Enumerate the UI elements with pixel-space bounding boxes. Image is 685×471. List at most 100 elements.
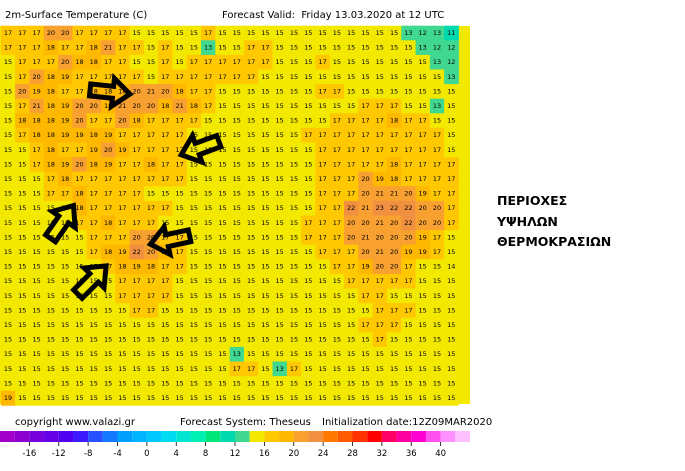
temperature-value: 15 <box>161 321 169 329</box>
temperature-value: 15 <box>233 44 241 52</box>
temperature-cell <box>201 113 216 129</box>
temperature-value: 15 <box>190 277 198 285</box>
temperature-value: 17 <box>318 248 326 256</box>
temperature-value: 15 <box>447 131 455 139</box>
temperature-cell <box>401 259 416 275</box>
temperature-value: 13 <box>433 102 441 110</box>
temperature-value: 15 <box>218 263 226 271</box>
temperature-cell <box>429 259 445 275</box>
temperature-value: 15 <box>290 263 298 271</box>
temperature-value: 15 <box>276 29 284 37</box>
temperature-cell <box>329 273 345 289</box>
temperature-value: 15 <box>290 379 298 387</box>
temperature-value: 15 <box>218 190 226 198</box>
temperature-value: 21 <box>376 219 384 227</box>
temperature-value: 20 <box>133 102 141 110</box>
temperature-value: 15 <box>204 306 212 314</box>
temperature-cell <box>29 69 45 85</box>
temperature-cell <box>129 54 145 70</box>
temperature-cell <box>329 288 345 304</box>
temperature-cell <box>15 54 30 70</box>
temperature-cell <box>358 40 374 56</box>
temperature-value: 15 <box>4 146 12 154</box>
temperature-value: 17 <box>419 146 427 154</box>
temperature-value: 17 <box>404 306 412 314</box>
temperature-value: 15 <box>190 29 198 37</box>
temperature-value: 21 <box>361 204 369 212</box>
temperature-value: 15 <box>247 277 255 285</box>
temperature-value: 15 <box>190 263 198 271</box>
temperature-value: 15 <box>433 379 441 387</box>
temperature-value: 17 <box>147 219 155 227</box>
temperature-value: 15 <box>433 350 441 358</box>
temperature-cell <box>358 171 374 187</box>
temperature-value: 15 <box>347 336 355 344</box>
temperature-cell <box>401 244 416 260</box>
temperature-value: 15 <box>175 321 183 329</box>
colorbar-segment <box>381 431 397 442</box>
temperature-cell <box>243 273 259 289</box>
temperature-cell <box>258 200 273 216</box>
temperature-value: 13 <box>433 29 441 37</box>
temperature-value: 15 <box>32 292 40 300</box>
temperature-cell <box>372 84 388 100</box>
temperature-value: 15 <box>304 394 312 402</box>
temperature-value: 17 <box>47 175 55 183</box>
temperature-value: 17 <box>390 102 398 110</box>
colorbar-label: -8 <box>84 449 92 459</box>
temperature-cell <box>258 332 273 348</box>
temperature-value: 15 <box>61 350 69 358</box>
temperature-value: 15 <box>247 248 255 256</box>
temperature-value: 15 <box>333 350 341 358</box>
temperature-cell <box>100 230 116 246</box>
temperature-value: 15 <box>161 394 169 402</box>
temperature-cell <box>15 200 30 216</box>
temperature-cell <box>0 230 16 246</box>
temperature-cell <box>444 113 459 129</box>
temperature-cell <box>386 332 402 348</box>
temperature-value: 17 <box>133 175 141 183</box>
temperature-cell <box>201 215 216 231</box>
temperature-value: 17 <box>204 87 212 95</box>
temperature-cell <box>29 230 45 246</box>
temperature-cell <box>186 113 202 129</box>
temperature-cell <box>143 317 159 333</box>
temperature-cell <box>129 69 145 85</box>
temperature-cell <box>186 69 202 85</box>
temperature-cell <box>172 171 188 187</box>
temperature-cell <box>43 69 59 85</box>
temperature-value: 17 <box>433 146 441 154</box>
temperature-value: 12 <box>433 44 441 52</box>
temperature-value: 15 <box>376 29 384 37</box>
temperature-cell <box>172 69 188 85</box>
temperature-cell <box>286 200 302 216</box>
temperature-value: 17 <box>233 58 241 66</box>
temperature-cell <box>0 346 16 362</box>
temperature-value: 15 <box>247 29 255 37</box>
temperature-value: 15 <box>104 394 112 402</box>
temperature-value: 15 <box>190 394 198 402</box>
temperature-value: 15 <box>4 379 12 387</box>
temperature-value: 15 <box>347 292 355 300</box>
temperature-value: 17 <box>347 175 355 183</box>
temperature-value: 15 <box>290 321 298 329</box>
temperature-value: 17 <box>376 336 384 344</box>
temperature-value: 15 <box>204 204 212 212</box>
temperature-cell <box>201 244 216 260</box>
temperature-value: 15 <box>32 204 40 212</box>
temperature-cell <box>372 303 388 319</box>
temperature-cell <box>415 40 431 56</box>
temperature-cell <box>401 84 416 100</box>
temperature-cell <box>301 259 316 275</box>
temperature-value: 17 <box>433 175 441 183</box>
temperature-value: 20 <box>61 29 69 37</box>
temperature-value: 17 <box>419 175 427 183</box>
temperature-cell <box>372 54 388 70</box>
temperature-cell <box>0 200 16 216</box>
temperature-cell <box>100 200 116 216</box>
temperature-value: 13 <box>204 44 212 52</box>
temperature-cell <box>129 230 145 246</box>
temperature-value: 20 <box>361 175 369 183</box>
temperature-value: 15 <box>175 44 183 52</box>
temperature-cell <box>358 186 374 202</box>
